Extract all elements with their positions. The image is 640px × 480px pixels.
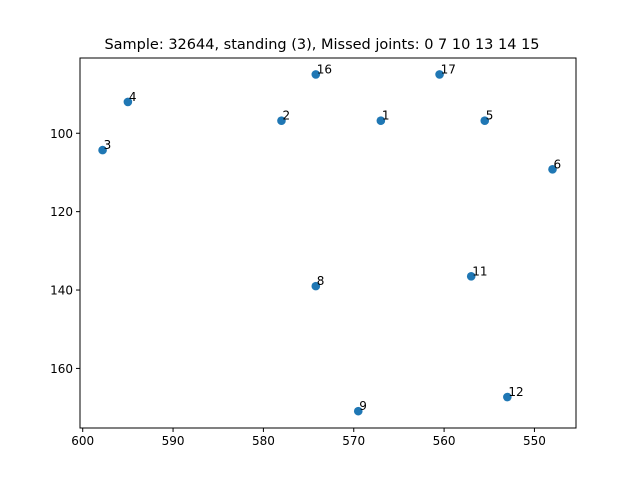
x-tick-label: 590 [162, 434, 185, 448]
data-point [311, 281, 321, 291]
y-tick-label: 160 [50, 362, 73, 376]
point-label: 11 [472, 264, 487, 278]
data-point [376, 116, 386, 126]
data-point [353, 406, 363, 416]
data-point [548, 165, 557, 174]
point-label: 9 [359, 399, 367, 413]
point-label: 3 [104, 138, 112, 152]
point-label: 16 [317, 62, 332, 76]
data-point [311, 70, 321, 79]
point-label: 2 [282, 109, 290, 123]
point-label: 1 [382, 109, 390, 123]
data-point [123, 97, 133, 107]
x-tick-label: 600 [71, 434, 94, 448]
data-point [480, 116, 490, 126]
y-tick-label: 120 [50, 205, 73, 219]
point-label: 6 [554, 157, 562, 171]
data-points [98, 70, 557, 416]
y-tick-label: 140 [50, 284, 73, 298]
point-label: 4 [129, 90, 137, 104]
data-point [503, 392, 512, 402]
point-label: 12 [508, 385, 523, 399]
data-point [277, 116, 286, 126]
point-label: 17 [441, 62, 456, 76]
point-label: 8 [317, 274, 325, 288]
x-tick-label: 560 [433, 434, 456, 448]
axis-ticks: 600 590 580 570 560 550 100 120 140 160 [50, 127, 546, 448]
x-tick-label: 570 [342, 434, 365, 448]
point-label: 5 [486, 109, 494, 123]
y-tick-label: 100 [50, 127, 73, 141]
data-point [466, 272, 476, 281]
plot-frame [79, 57, 577, 429]
x-tick-label: 550 [523, 434, 546, 448]
chart-title: Sample: 32644, standing (3), Missed join… [104, 37, 539, 53]
data-point [435, 70, 444, 79]
x-tick-label: 580 [252, 434, 275, 448]
data-point [98, 145, 107, 155]
